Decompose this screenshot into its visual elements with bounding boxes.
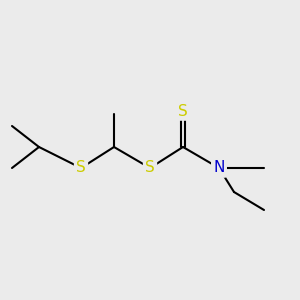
Text: S: S (76, 160, 86, 175)
Text: N: N (213, 160, 225, 175)
Text: S: S (145, 160, 155, 175)
Text: S: S (178, 103, 188, 118)
